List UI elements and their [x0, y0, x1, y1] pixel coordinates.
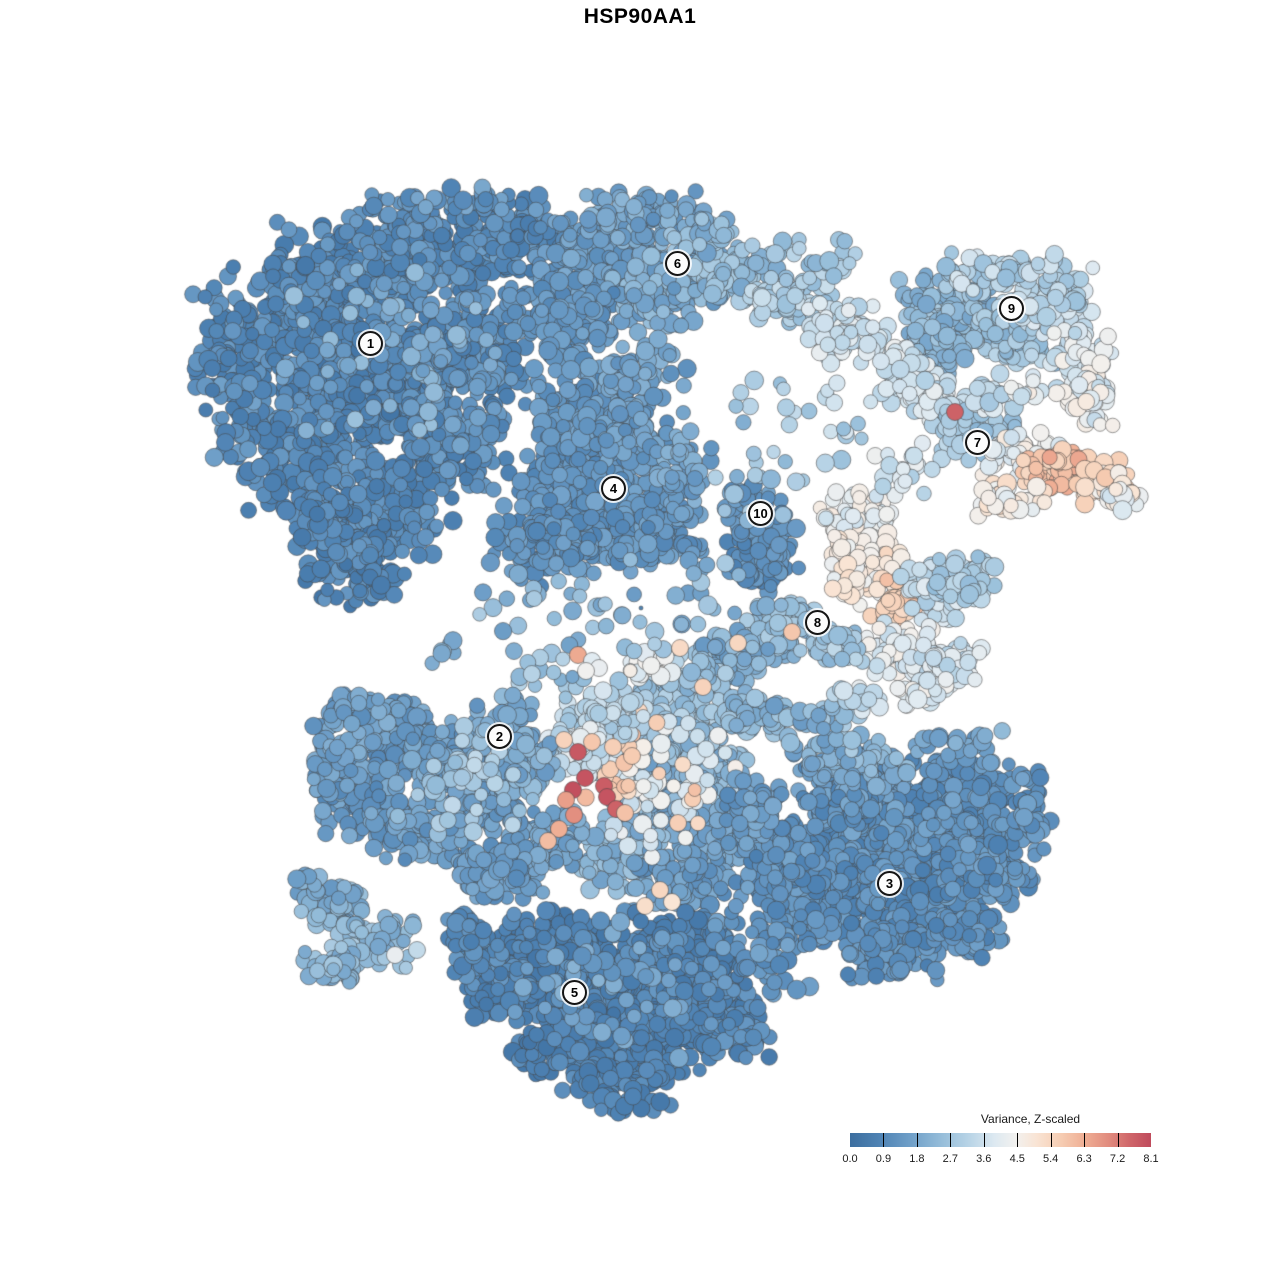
colorbar-legend: Variance, Z-scaled 0.0 0.9 1.8 2.7 3.6 4.5 5.4… — [842, 1112, 1158, 1171]
colorbar-tick-label: 1.8 — [909, 1153, 925, 1165]
colorbar-tick-label: 0.9 — [875, 1153, 892, 1165]
colorbar-tick-line — [950, 1133, 952, 1147]
colorbar-tick-line — [1117, 1133, 1119, 1147]
colorbar-tick-label: 8.1 — [1143, 1153, 1159, 1165]
colorbar-tick-line — [883, 1133, 885, 1147]
colorbar-tick-label: 4.5 — [1009, 1153, 1025, 1165]
colorbar-tick-line — [1084, 1133, 1086, 1147]
colorbar-tick-line — [983, 1133, 985, 1147]
colorbar-gradient-bar — [850, 1133, 1151, 1147]
colorbar-tick-label: 2.7 — [942, 1153, 958, 1165]
colorbar-tick-label: 6.3 — [1076, 1153, 1092, 1165]
colorbar-tick-label: 5.4 — [1043, 1153, 1059, 1165]
colorbar-tick-label: 7.2 — [1109, 1153, 1126, 1165]
colorbar-tick-line — [1050, 1133, 1052, 1147]
colorbar-tick-line — [1017, 1133, 1019, 1147]
colorbar-tick-line — [916, 1133, 918, 1147]
colorbar-tick-label: 0.0 — [842, 1153, 858, 1165]
colorbar-tick-label: 3.6 — [976, 1153, 992, 1165]
colorbar-title: Variance, Z-scaled — [980, 1112, 1081, 1126]
